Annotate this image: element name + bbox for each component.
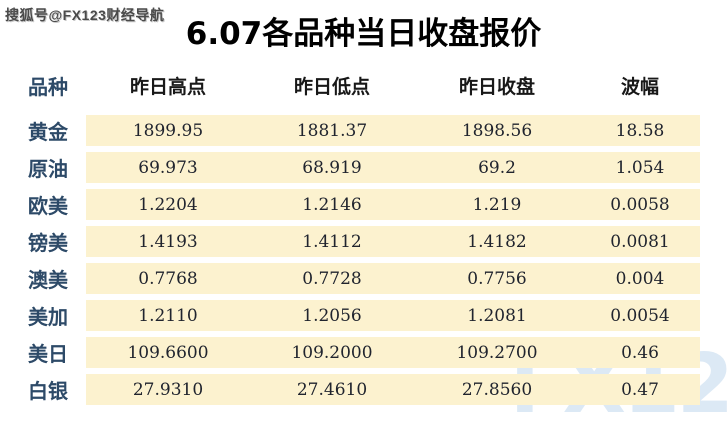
- cell-range: 18.58: [580, 115, 700, 146]
- cell-high: 109.6600: [86, 337, 250, 368]
- cell-range: 0.0054: [580, 300, 700, 331]
- cell-high: 1.4193: [86, 226, 250, 257]
- cell-close: 1898.56: [414, 115, 580, 146]
- cell-high: 27.9310: [86, 374, 250, 405]
- header-prev-close: 昨日收盘: [458, 76, 535, 98]
- row-label: 镑美: [28, 233, 68, 255]
- cell-high: 1.2204: [86, 189, 250, 220]
- table-body: 黄金 1899.95 1881.37 1898.56 18.58 原油 69.9…: [10, 115, 700, 405]
- page-title: 6.07各品种当日收盘报价: [185, 16, 542, 52]
- row-label: 白银: [28, 381, 68, 403]
- cell-low: 1881.37: [250, 115, 414, 146]
- cell-close: 1.219: [414, 189, 580, 220]
- cell-close: 27.8560: [414, 374, 580, 405]
- table-header-row: 品种 昨日高点 昨日低点 昨日收盘 波幅: [10, 70, 700, 100]
- cell-close: 1.2081: [414, 300, 580, 331]
- cell-range: 0.47: [580, 374, 700, 405]
- cell-high: 1.2110: [86, 300, 250, 331]
- cell-range: 0.46: [580, 337, 700, 368]
- header-range: 波幅: [620, 76, 659, 98]
- cell-low: 1.2056: [250, 300, 414, 331]
- row-label: 原油: [28, 159, 68, 181]
- row-label: 美加: [28, 307, 68, 329]
- cell-low: 0.7728: [250, 263, 414, 294]
- cell-low: 1.4112: [250, 226, 414, 257]
- cell-low: 109.2000: [250, 337, 414, 368]
- sohu-watermark: 搜狐号@FX123财经导航: [5, 7, 165, 23]
- cell-range: 0.004: [580, 263, 700, 294]
- cell-high: 0.7768: [86, 263, 250, 294]
- cell-low: 27.4610: [250, 374, 414, 405]
- header-prev-high: 昨日高点: [129, 76, 206, 98]
- cell-high: 1899.95: [86, 115, 250, 146]
- cell-range: 0.0081: [580, 226, 700, 257]
- cell-close: 109.2700: [414, 337, 580, 368]
- cell-range: 1.054: [580, 152, 700, 183]
- cell-low: 1.2146: [250, 189, 414, 220]
- cell-close: 0.7756: [414, 263, 580, 294]
- cell-range: 0.0058: [580, 189, 700, 220]
- row-label: 黄金: [28, 122, 68, 144]
- row-label: 澳美: [28, 270, 68, 292]
- header-variety: 品种: [28, 76, 68, 99]
- row-label: 欧美: [28, 196, 68, 218]
- header-prev-low: 昨日低点: [293, 76, 370, 98]
- row-label: 美日: [28, 344, 68, 366]
- cell-close: 69.2: [414, 152, 580, 183]
- cell-low: 68.919: [250, 152, 414, 183]
- cell-close: 1.4182: [414, 226, 580, 257]
- cell-high: 69.973: [86, 152, 250, 183]
